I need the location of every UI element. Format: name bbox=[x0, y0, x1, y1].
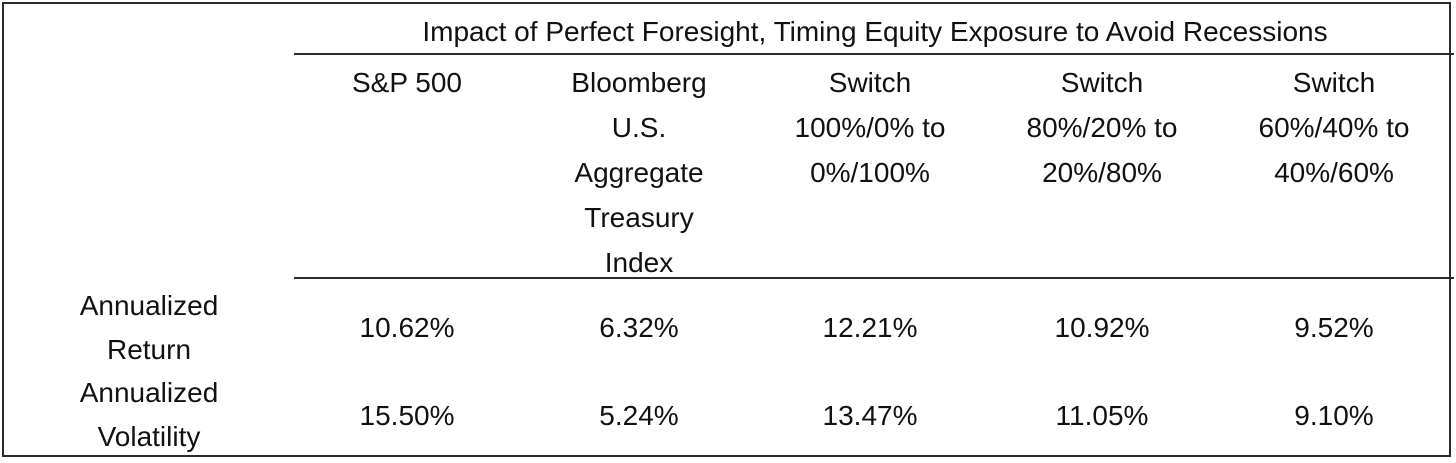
table-cell: 10.62% bbox=[359, 312, 455, 343]
table-title: Impact of Perfect Foresight, Timing Equi… bbox=[422, 16, 1328, 47]
row-label-line: Annualized bbox=[79, 377, 219, 408]
column-header-line: 20%/80% bbox=[1042, 157, 1162, 188]
table-cell: 6.32% bbox=[599, 312, 679, 343]
table-cell: 11.05% bbox=[1055, 400, 1149, 431]
column-header-switch-60-40: Switch 60%/40% to 40%/60% bbox=[1219, 60, 1449, 195]
table-cell: 12.21% bbox=[822, 312, 918, 343]
column-header-sp500: S&P 500 bbox=[292, 60, 522, 105]
column-header-line: Bloomberg bbox=[571, 67, 707, 98]
header-divider bbox=[294, 277, 1454, 279]
column-header-line: Switch bbox=[828, 67, 912, 98]
column-header-line: U.S. bbox=[611, 112, 667, 143]
column-header-line: 0%/100% bbox=[810, 157, 930, 188]
row-label-line: Annualized bbox=[79, 290, 219, 321]
column-header-line: Aggregate bbox=[574, 157, 704, 188]
column-header-bloomberg: Bloomberg U.S. Aggregate Treasury Index bbox=[524, 60, 754, 285]
column-header-line: Index bbox=[604, 247, 674, 278]
column-header-line: 100%/0% to bbox=[794, 112, 946, 143]
table-cell: 10.92% bbox=[1054, 312, 1150, 343]
column-header-line: 80%/20% to bbox=[1026, 112, 1178, 143]
table-cell: 5.24% bbox=[599, 400, 679, 431]
column-header-line: Treasury bbox=[584, 202, 694, 233]
title-divider bbox=[294, 53, 1454, 55]
row-label-annualized-return: Annualized Return bbox=[24, 284, 274, 372]
table-cell: 9.10% bbox=[1294, 400, 1374, 431]
column-header-line: Switch bbox=[1060, 67, 1144, 98]
row-label-annualized-volatility: Annualized Volatility bbox=[24, 371, 274, 459]
table-cell: 13.47% bbox=[822, 400, 918, 431]
row-label-line: Return bbox=[106, 334, 192, 365]
column-header-switch-100-0: Switch 100%/0% to 0%/100% bbox=[755, 60, 985, 195]
column-header-line: 40%/60% bbox=[1274, 157, 1394, 188]
column-header-line: S&P 500 bbox=[351, 67, 463, 98]
row-label-line: Volatility bbox=[97, 421, 201, 452]
column-header-line: 60%/40% to bbox=[1258, 112, 1410, 143]
table-cell: 9.52% bbox=[1294, 312, 1374, 343]
column-header-line: Switch bbox=[1292, 67, 1376, 98]
table-cell: 15.50% bbox=[359, 400, 455, 431]
column-header-switch-80-20: Switch 80%/20% to 20%/80% bbox=[987, 60, 1217, 195]
